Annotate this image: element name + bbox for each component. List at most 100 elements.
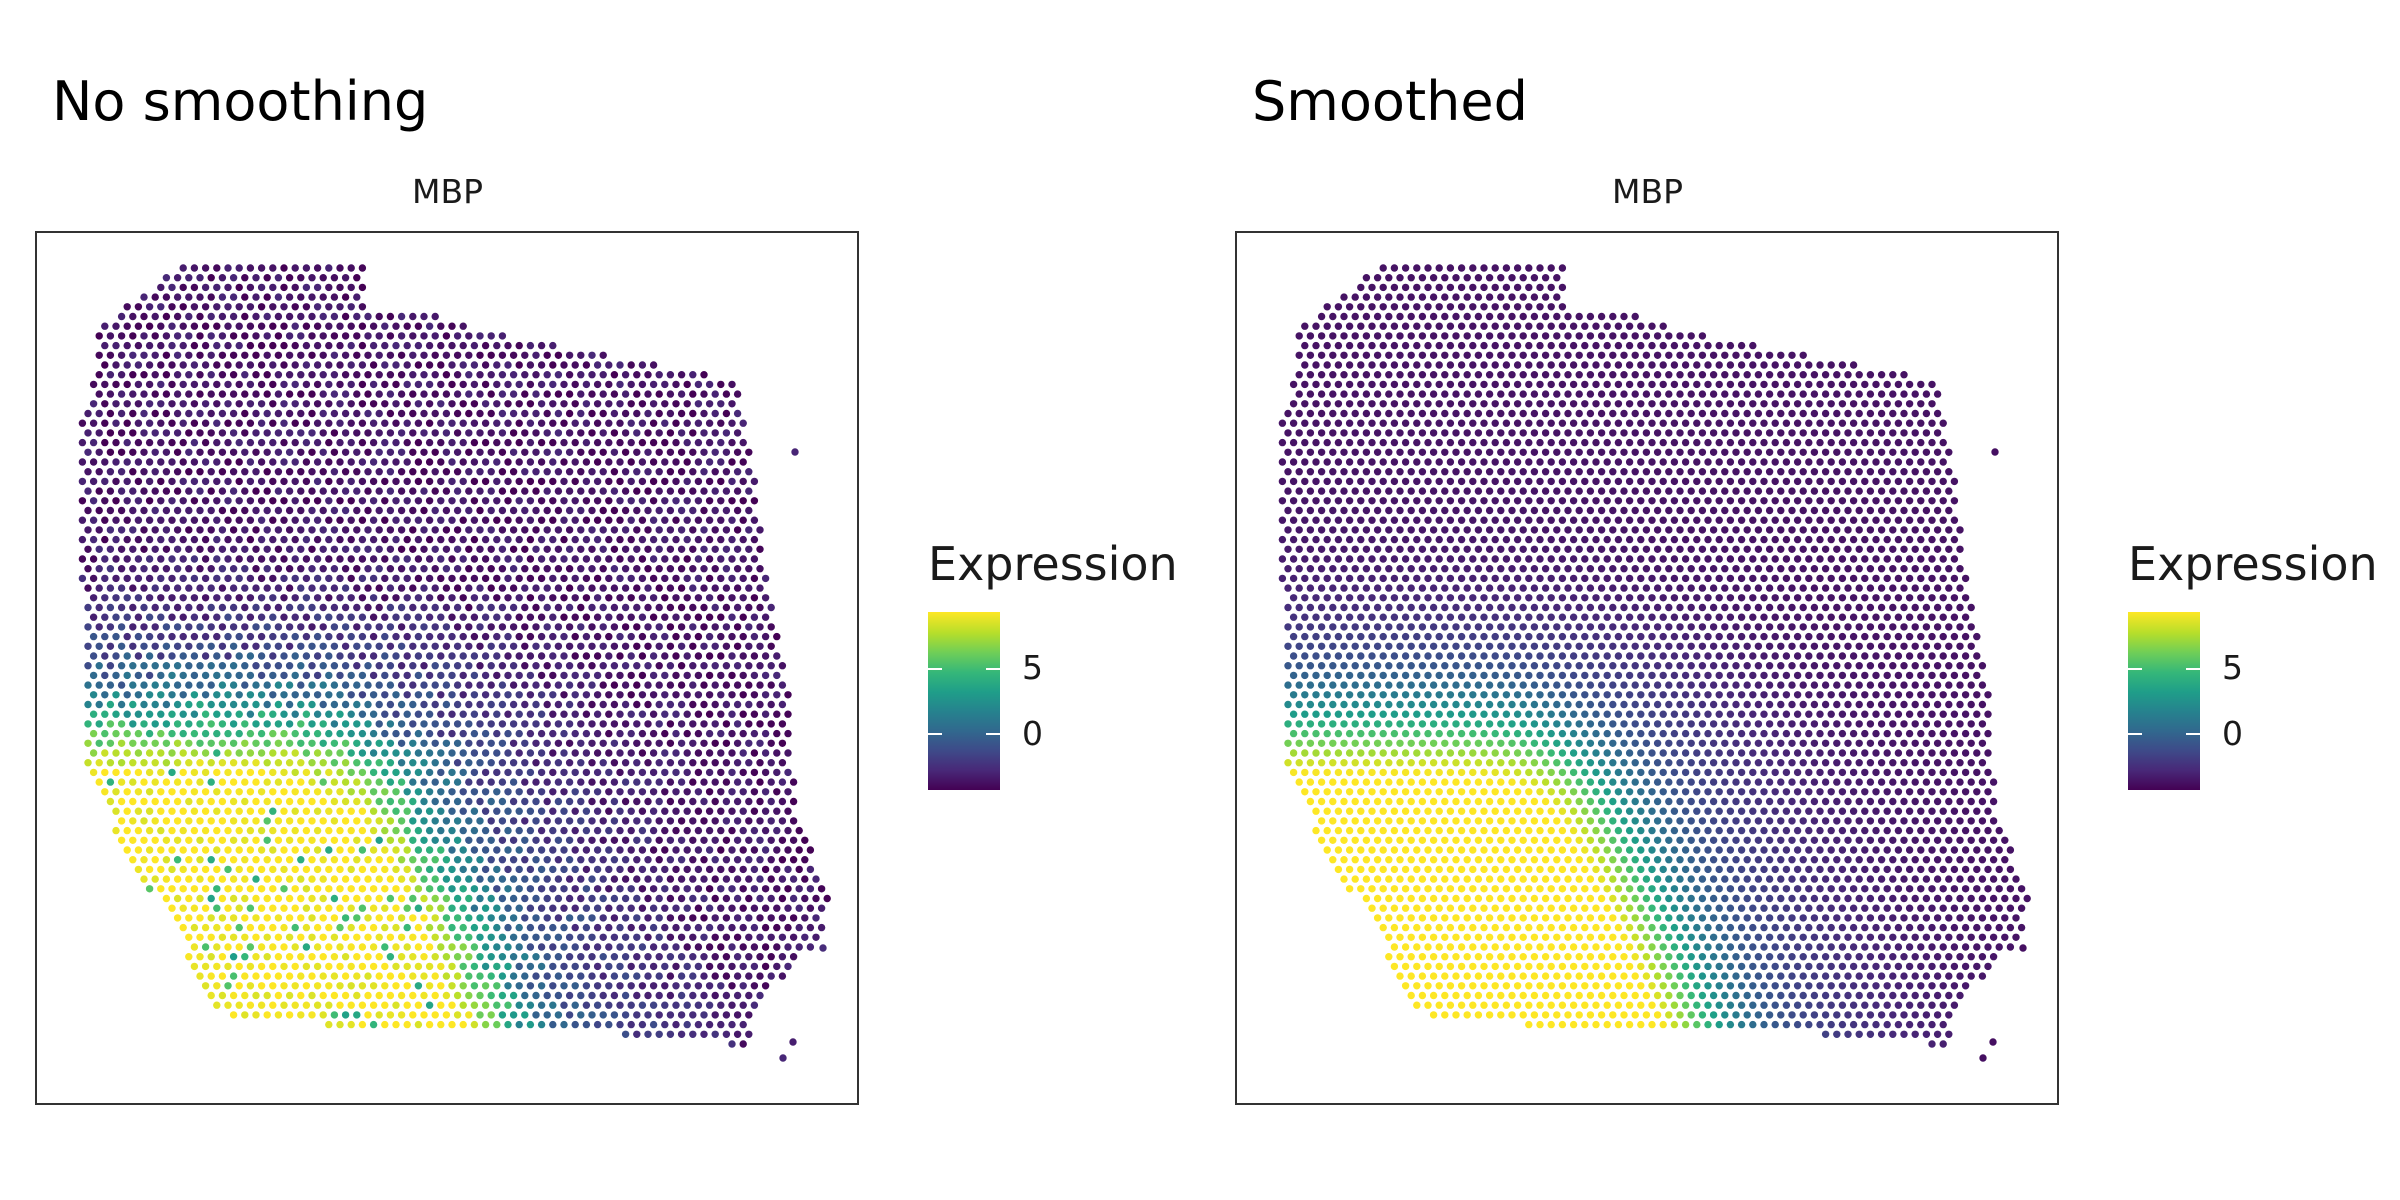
spot-point bbox=[403, 438, 411, 447]
spot-point bbox=[257, 535, 266, 544]
spot-point bbox=[397, 584, 406, 592]
spot-point bbox=[185, 953, 193, 961]
spot-point bbox=[521, 448, 529, 456]
spot-point bbox=[465, 584, 473, 592]
spot-point bbox=[1799, 351, 1807, 359]
spot-point bbox=[487, 681, 495, 689]
spot-point bbox=[274, 894, 283, 903]
spot-point bbox=[358, 923, 367, 932]
spot-point bbox=[756, 991, 764, 1000]
spot-point bbox=[728, 710, 736, 718]
spot-point bbox=[442, 933, 451, 941]
spot-point bbox=[341, 506, 350, 515]
spot-point bbox=[207, 526, 215, 534]
spot-point bbox=[1301, 341, 1309, 350]
spot-point bbox=[1413, 341, 1421, 350]
spot-point bbox=[554, 662, 563, 670]
spot-point bbox=[644, 1011, 652, 1019]
spot-point bbox=[1401, 283, 1410, 292]
spot-point bbox=[190, 264, 199, 272]
spot-point bbox=[257, 419, 266, 427]
spot-point bbox=[655, 681, 663, 689]
spot-point bbox=[1446, 283, 1455, 292]
spot-point bbox=[666, 894, 675, 903]
spot-point bbox=[1648, 322, 1656, 330]
spot-point bbox=[341, 875, 350, 883]
spot-point bbox=[588, 991, 596, 1000]
spot-point bbox=[325, 788, 333, 796]
spot-point bbox=[739, 555, 747, 563]
spot-point bbox=[554, 894, 563, 903]
spot-point bbox=[420, 409, 428, 418]
spot-point bbox=[369, 788, 378, 796]
spot-point bbox=[442, 662, 451, 670]
spot-point bbox=[336, 380, 344, 389]
spot-point bbox=[257, 691, 266, 699]
spot-point bbox=[341, 856, 350, 864]
spot-point bbox=[767, 759, 775, 767]
spot-point bbox=[145, 846, 154, 854]
spot-point bbox=[1457, 322, 1466, 330]
spot-point bbox=[442, 720, 451, 728]
spot-point bbox=[476, 623, 484, 631]
spot-point bbox=[672, 613, 680, 621]
spot-point bbox=[728, 652, 736, 660]
spot-point bbox=[487, 603, 495, 612]
spot-point bbox=[784, 943, 792, 951]
spot-point bbox=[677, 856, 686, 864]
spot-point bbox=[504, 962, 512, 971]
spot-point bbox=[101, 380, 109, 389]
spot-point bbox=[336, 923, 344, 932]
spot-point bbox=[627, 749, 635, 757]
spot-point bbox=[649, 535, 658, 544]
spot-point bbox=[336, 865, 344, 874]
spot-point bbox=[1665, 351, 1673, 359]
spot-point bbox=[302, 574, 311, 583]
spot-point bbox=[425, 807, 434, 815]
spot-point bbox=[638, 477, 647, 486]
spot-point bbox=[269, 982, 277, 990]
spot-point bbox=[745, 914, 753, 922]
spot-point bbox=[627, 632, 635, 641]
spot-point bbox=[733, 1011, 742, 1019]
spot-point bbox=[532, 856, 540, 864]
spot-point bbox=[218, 468, 227, 476]
spot-point bbox=[728, 729, 736, 738]
spot-point bbox=[425, 400, 434, 408]
spot-point bbox=[229, 681, 238, 689]
spot-point bbox=[526, 419, 535, 427]
spot-point bbox=[347, 594, 355, 602]
spot-point bbox=[375, 1011, 383, 1019]
spot-point bbox=[521, 526, 529, 534]
spot-point bbox=[476, 972, 484, 980]
spot-point bbox=[700, 526, 708, 534]
spot-point bbox=[521, 351, 529, 359]
spot-point bbox=[414, 419, 423, 427]
spot-point bbox=[229, 390, 238, 398]
spot-point bbox=[1625, 341, 1634, 350]
spot-point bbox=[414, 962, 423, 971]
spot-point bbox=[638, 361, 647, 369]
spot-point bbox=[207, 914, 215, 922]
spot-point bbox=[1569, 322, 1578, 330]
spot-point bbox=[700, 448, 708, 456]
spot-point bbox=[229, 409, 238, 418]
spot-point bbox=[705, 710, 714, 718]
spot-point bbox=[661, 574, 669, 583]
spot-point bbox=[459, 788, 467, 796]
spot-point bbox=[381, 768, 389, 777]
spot-point bbox=[616, 729, 624, 738]
spot-point bbox=[101, 341, 109, 350]
spot-point bbox=[437, 613, 445, 621]
spot-point bbox=[431, 778, 439, 786]
spot-point bbox=[414, 943, 423, 951]
spot-point bbox=[185, 914, 193, 922]
spot-point bbox=[325, 1020, 333, 1029]
spot-point bbox=[515, 438, 523, 447]
spot-point bbox=[325, 826, 333, 835]
spot-point bbox=[756, 739, 764, 747]
spot-point bbox=[1547, 322, 1555, 330]
spot-point bbox=[403, 419, 411, 427]
spot-point bbox=[655, 720, 663, 728]
spot-point bbox=[610, 662, 619, 670]
